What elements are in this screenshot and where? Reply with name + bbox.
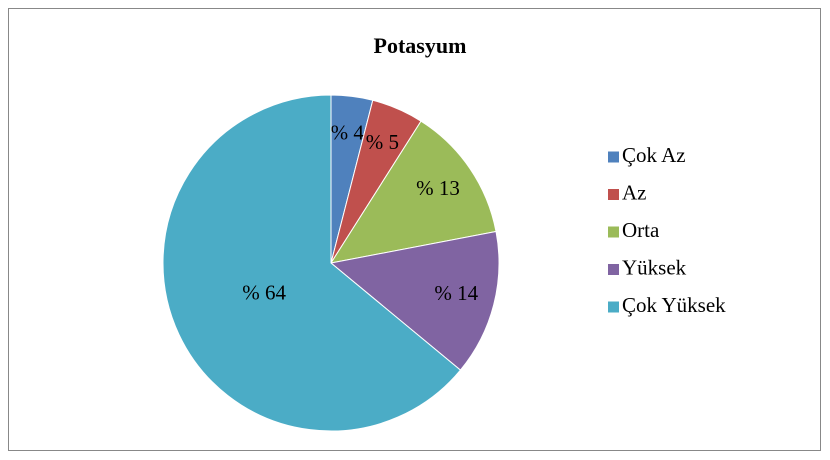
pie-slice xyxy=(162,94,462,432)
pie-slice xyxy=(329,120,497,264)
legend-swatch xyxy=(608,151,619,163)
data-label: % 13 xyxy=(416,176,460,200)
data-label: % 4 xyxy=(331,120,365,144)
chart-title: Potasyum xyxy=(374,33,467,58)
legend-label: Çok Yüksek xyxy=(622,293,726,317)
legend-swatch xyxy=(608,189,619,200)
data-label: % 64 xyxy=(242,280,286,304)
legend-swatch xyxy=(608,301,619,313)
legend-label: Çok Az xyxy=(622,143,686,167)
data-label: % 14 xyxy=(434,281,478,305)
data-label: % 5 xyxy=(366,130,399,154)
legend-swatch xyxy=(608,226,619,238)
legend-label: Yüksek xyxy=(622,255,687,279)
legend-label: Orta xyxy=(622,218,660,242)
pie-slice xyxy=(329,230,500,371)
legend-swatch xyxy=(608,264,619,275)
legend-label: Az xyxy=(622,180,647,204)
